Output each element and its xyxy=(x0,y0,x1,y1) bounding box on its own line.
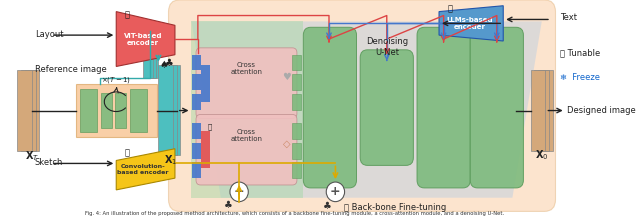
Circle shape xyxy=(326,182,344,202)
Bar xyxy=(76,84,157,137)
FancyBboxPatch shape xyxy=(360,50,413,165)
Text: Layout: Layout xyxy=(35,30,63,39)
Text: Denoising
U-Net: Denoising U-Net xyxy=(365,37,408,57)
Bar xyxy=(130,89,147,132)
Text: Text: Text xyxy=(560,13,577,22)
Bar xyxy=(538,70,553,151)
Bar xyxy=(193,94,200,110)
Bar xyxy=(115,93,126,128)
FancyBboxPatch shape xyxy=(417,27,470,188)
Text: 🔥: 🔥 xyxy=(207,124,212,131)
Polygon shape xyxy=(191,21,303,198)
Text: $\mathbf{X}$$_0$: $\mathbf{X}$$_0$ xyxy=(535,149,548,162)
Text: +: + xyxy=(330,185,340,198)
Bar xyxy=(159,65,173,155)
Text: 🔥: 🔥 xyxy=(125,10,130,19)
Bar xyxy=(24,70,39,151)
Polygon shape xyxy=(191,21,541,198)
Bar xyxy=(21,70,36,151)
Bar xyxy=(17,70,32,151)
Bar xyxy=(148,31,159,78)
Bar xyxy=(193,74,200,90)
Bar xyxy=(193,143,200,158)
Text: $\mathbf{X}$$_1$: $\mathbf{X}$$_1$ xyxy=(164,154,177,167)
FancyBboxPatch shape xyxy=(470,27,524,188)
Text: ◇: ◇ xyxy=(283,139,291,149)
Text: ♣: ♣ xyxy=(165,58,174,68)
Text: Cross
attention: Cross attention xyxy=(230,129,262,141)
Bar xyxy=(193,162,200,178)
Text: ♣: ♣ xyxy=(224,199,232,209)
FancyBboxPatch shape xyxy=(196,114,297,185)
Bar xyxy=(145,31,156,78)
Text: ♣: ♣ xyxy=(323,201,332,211)
Bar xyxy=(143,31,153,78)
FancyBboxPatch shape xyxy=(303,27,356,188)
Text: Designed image: Designed image xyxy=(568,106,636,115)
Text: ♠: ♠ xyxy=(159,60,168,70)
Polygon shape xyxy=(116,149,175,190)
FancyBboxPatch shape xyxy=(196,48,297,118)
Polygon shape xyxy=(439,6,503,41)
Bar xyxy=(292,55,301,70)
FancyBboxPatch shape xyxy=(168,0,556,211)
Text: Sketch: Sketch xyxy=(35,158,63,167)
Text: ♥: ♥ xyxy=(282,72,291,82)
Bar xyxy=(193,123,200,139)
Text: 🔥: 🔥 xyxy=(447,4,452,13)
Text: 🔥: 🔥 xyxy=(125,148,130,157)
Text: ViT-based
encoder: ViT-based encoder xyxy=(124,32,162,46)
Bar xyxy=(292,143,301,158)
Text: 🔥 Tunable: 🔥 Tunable xyxy=(560,48,600,57)
Bar xyxy=(531,70,545,151)
Bar xyxy=(292,74,301,90)
Bar xyxy=(292,123,301,139)
Bar xyxy=(166,65,180,155)
Text: Fig. 4: An illustration of the proposed method architecture, which consists of a: Fig. 4: An illustration of the proposed … xyxy=(84,211,504,216)
Polygon shape xyxy=(116,12,175,66)
Text: Cross
attention: Cross attention xyxy=(230,62,262,75)
Bar xyxy=(200,131,210,168)
Bar xyxy=(292,94,301,110)
Bar xyxy=(193,55,200,70)
Text: 🔥 Back-bone Fine-tuning: 🔥 Back-bone Fine-tuning xyxy=(344,203,446,212)
Text: Convolution-
based encoder: Convolution- based encoder xyxy=(117,164,168,175)
Bar xyxy=(81,89,97,132)
Bar xyxy=(162,65,177,155)
Text: LLMs-based
encoder: LLMs-based encoder xyxy=(446,17,493,30)
Text: Reference image: Reference image xyxy=(35,65,106,74)
Text: +: + xyxy=(234,185,244,198)
Text: $\times(T-1)$: $\times(T-1)$ xyxy=(101,75,131,85)
Bar xyxy=(534,70,549,151)
Bar xyxy=(100,93,111,128)
Circle shape xyxy=(230,182,248,202)
Text: ❄  Freeze: ❄ Freeze xyxy=(560,73,600,82)
Bar xyxy=(292,162,301,178)
Text: $\mathbf{X}$$_T$: $\mathbf{X}$$_T$ xyxy=(25,150,39,164)
Bar xyxy=(200,65,210,102)
